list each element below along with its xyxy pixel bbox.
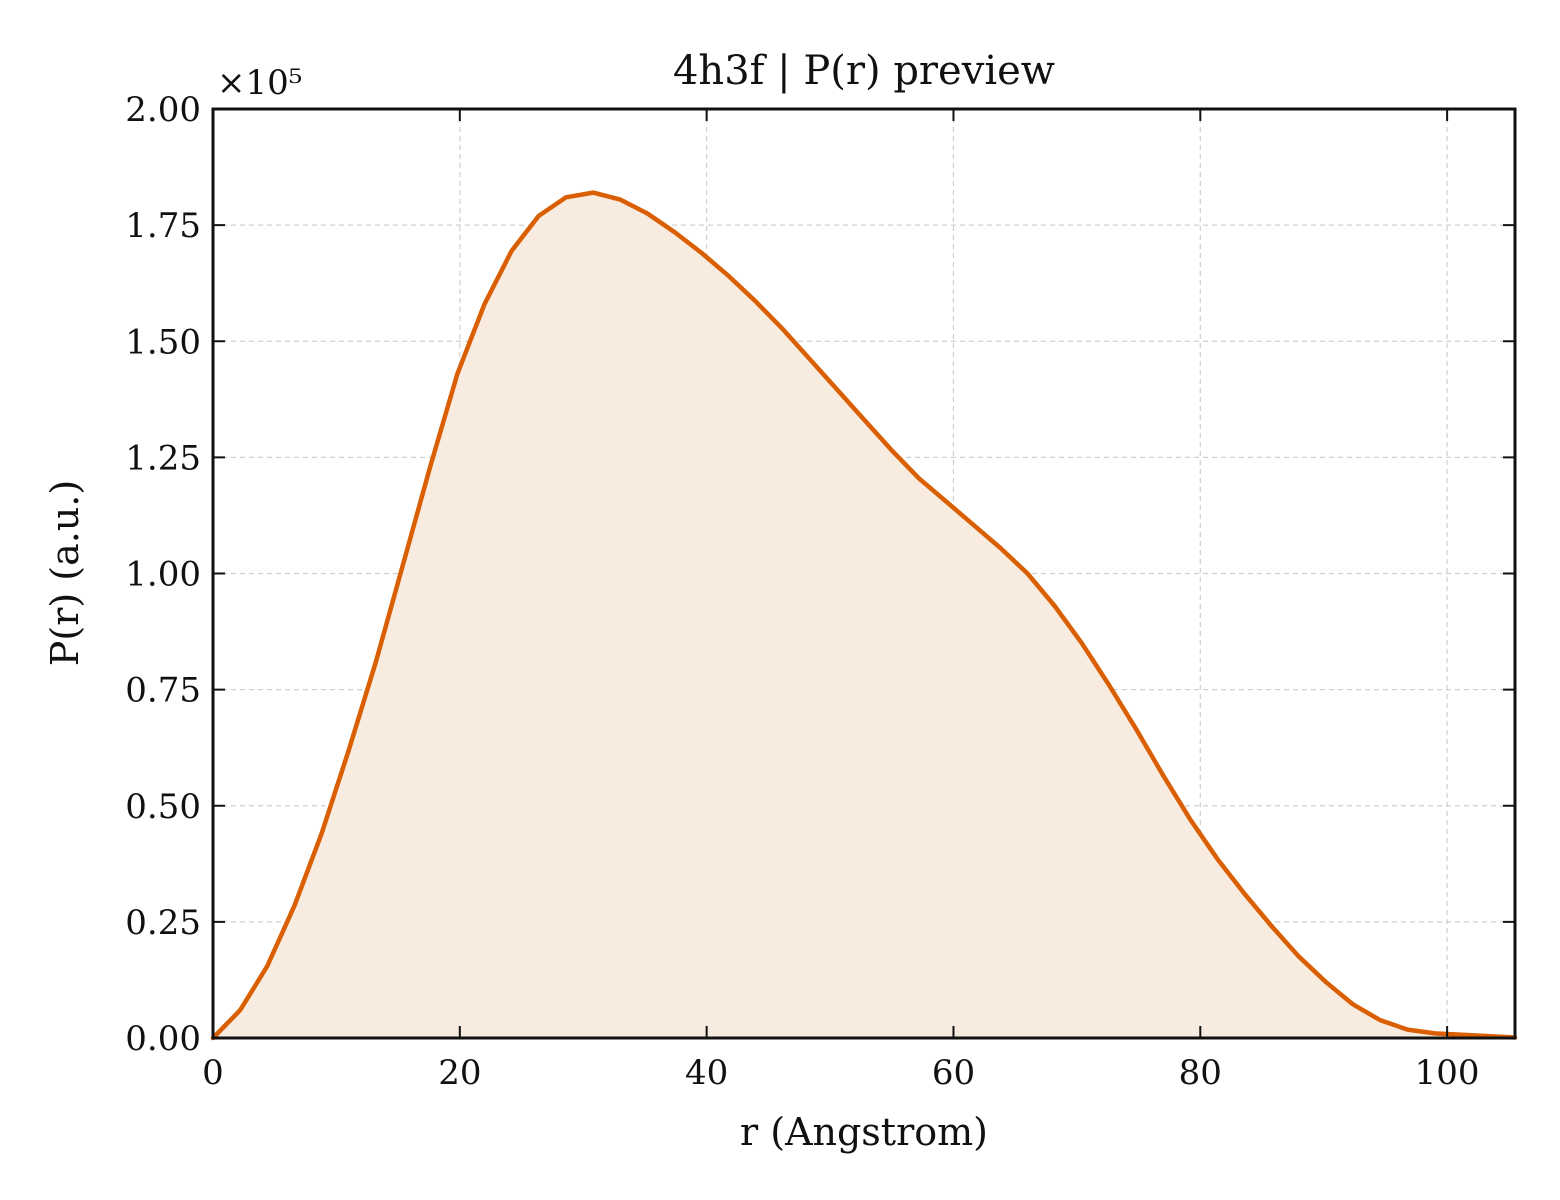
x-tick-label: 0 <box>202 1053 224 1093</box>
y-tick-label: 1.00 <box>125 555 201 595</box>
y-tick-label: 1.50 <box>125 322 201 362</box>
y-tick-label: 1.25 <box>125 438 201 478</box>
y-tick-label: 0.75 <box>125 671 201 711</box>
y-tick-label: 0.25 <box>125 903 201 943</box>
area-fill <box>213 192 1515 1039</box>
x-tick-label: 100 <box>1415 1053 1480 1093</box>
y-tick-label: 0.00 <box>125 1019 201 1059</box>
x-tick-label: 60 <box>932 1053 975 1093</box>
y-multiplier-label: ×10⁵ <box>217 63 302 103</box>
y-tick-label: 2.00 <box>125 90 201 130</box>
y-axis-title: P(r) (a.u.) <box>43 480 87 666</box>
y-tick-label: 1.75 <box>125 206 201 246</box>
y-tick-label: 0.50 <box>125 787 201 827</box>
plot-frame <box>211 107 1517 1040</box>
series-line <box>210 190 1518 1041</box>
chart-title: 4h3f | P(r) preview <box>673 48 1055 94</box>
ticks: 0 20 40 60 80 100 0.00 0.25 0.50 0.75 1.00 1.25 1.50… <box>125 90 1515 1093</box>
x-tick-label: 40 <box>685 1053 728 1093</box>
x-axis-title: r (Angstrom) <box>740 1110 988 1154</box>
x-tick-label: 80 <box>1179 1053 1222 1093</box>
x-tick-label: 20 <box>438 1053 481 1093</box>
